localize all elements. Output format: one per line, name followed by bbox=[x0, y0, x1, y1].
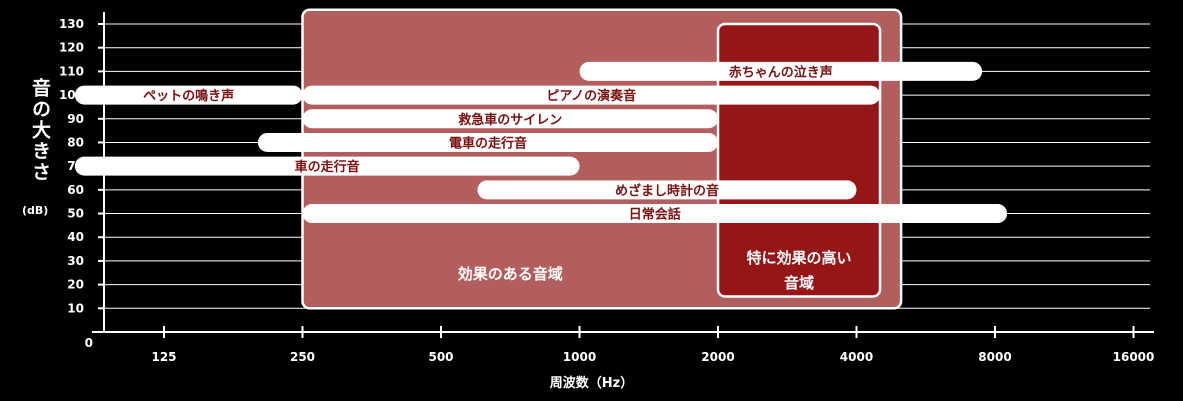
y-tick-label: 40 bbox=[67, 230, 84, 244]
y-tick-label: 10 bbox=[67, 301, 84, 315]
x-tick-label: 16000 bbox=[1113, 350, 1155, 364]
range-bar-label: めざまし時計の音 bbox=[615, 183, 719, 199]
y-tick-label: 60 bbox=[67, 183, 84, 197]
region-label: 効果のある音域 bbox=[458, 265, 563, 283]
y-tick-label: 100 bbox=[59, 88, 84, 102]
range-bar-label: 車の走行音 bbox=[295, 159, 360, 175]
y-tick-label: 50 bbox=[67, 207, 84, 221]
x-tick-label: 1000 bbox=[563, 350, 596, 364]
range-bar bbox=[302, 204, 1008, 224]
y-axis-title: 音の大きさ bbox=[29, 78, 51, 183]
region-label: 音域 bbox=[784, 274, 814, 292]
y-tick-label: 80 bbox=[67, 135, 84, 149]
range-bar bbox=[74, 156, 580, 176]
range-bar bbox=[579, 61, 983, 81]
y-tick-label: 30 bbox=[67, 254, 84, 268]
range-bar-label: ピアノの演奏音 bbox=[546, 88, 636, 104]
y-tick-label: 110 bbox=[59, 64, 84, 78]
range-bar bbox=[74, 85, 303, 105]
y-tick-label: 120 bbox=[59, 41, 84, 55]
range-bar-label: 救急車のサイレン bbox=[458, 112, 562, 128]
y-tick-label: 20 bbox=[67, 278, 84, 292]
range-bar bbox=[302, 85, 881, 105]
range-bar-label: 日常会話 bbox=[629, 207, 681, 223]
region-label: 特に効果の高い bbox=[747, 249, 852, 267]
range-bar-label: 赤ちゃんの泣き声 bbox=[729, 64, 833, 80]
y-tick-label: 70 bbox=[67, 159, 84, 173]
axes: 0 10 20 30 40 50 60 70 80 90 100 110 120 130 125 250 500… bbox=[59, 12, 1154, 364]
y-tick-label: 90 bbox=[67, 112, 84, 126]
x-tick-label: 4000 bbox=[840, 350, 873, 364]
x-axis-title: 周波数（Hz） bbox=[549, 376, 634, 391]
y-tick-label: 0 bbox=[85, 336, 93, 350]
range-bar bbox=[477, 180, 857, 200]
x-tick-label: 500 bbox=[428, 350, 453, 364]
range-bar bbox=[302, 109, 718, 129]
x-tick-label: 2000 bbox=[701, 350, 734, 364]
x-tick-label: 125 bbox=[151, 350, 176, 364]
range-bar-label: ペットの鳴き声 bbox=[143, 88, 234, 104]
y-tick-label: 130 bbox=[59, 17, 84, 31]
range-bar bbox=[257, 132, 718, 152]
y-axis-unit: (dB) bbox=[22, 204, 49, 217]
region-label-bg bbox=[437, 262, 584, 284]
range-bar-label: 電車の走行音 bbox=[449, 135, 527, 151]
x-tick-label: 250 bbox=[290, 350, 315, 364]
x-tick-label: 8000 bbox=[978, 350, 1011, 364]
